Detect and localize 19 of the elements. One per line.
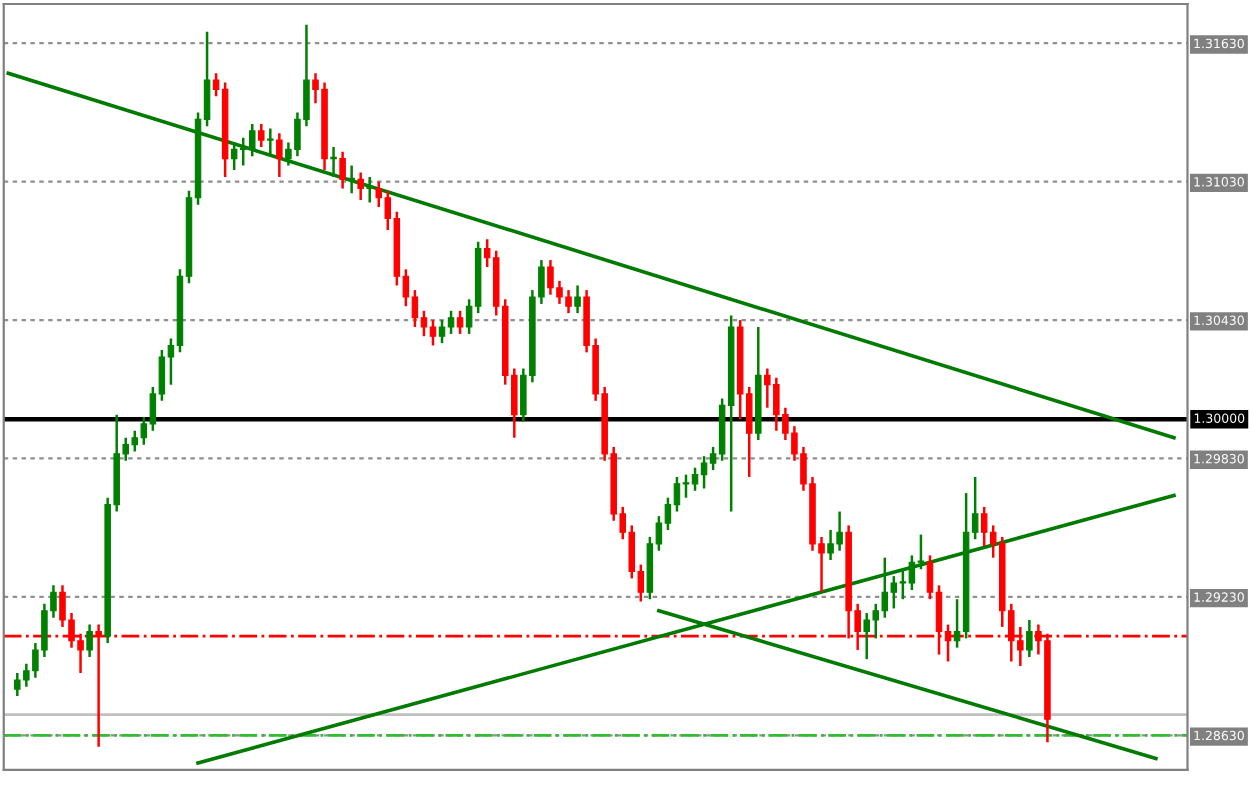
candlestick	[86, 623, 93, 659]
candlestick	[691, 466, 699, 493]
candlestick	[429, 318, 437, 347]
candlestick	[682, 473, 690, 499]
candlestick	[276, 131, 283, 179]
candlestick	[357, 171, 364, 202]
candlestick	[258, 122, 265, 149]
candlestick	[456, 309, 464, 336]
candlestick	[1026, 618, 1033, 659]
candlestick	[447, 309, 455, 336]
candlestick	[700, 454, 708, 490]
candlestick	[348, 164, 355, 195]
candlestick	[574, 284, 581, 315]
candlestick	[267, 127, 274, 158]
candlestick	[339, 150, 346, 190]
candlestick	[366, 175, 373, 204]
candlestick	[248, 122, 256, 158]
candlestick	[438, 318, 446, 345]
candlestick	[330, 145, 337, 179]
